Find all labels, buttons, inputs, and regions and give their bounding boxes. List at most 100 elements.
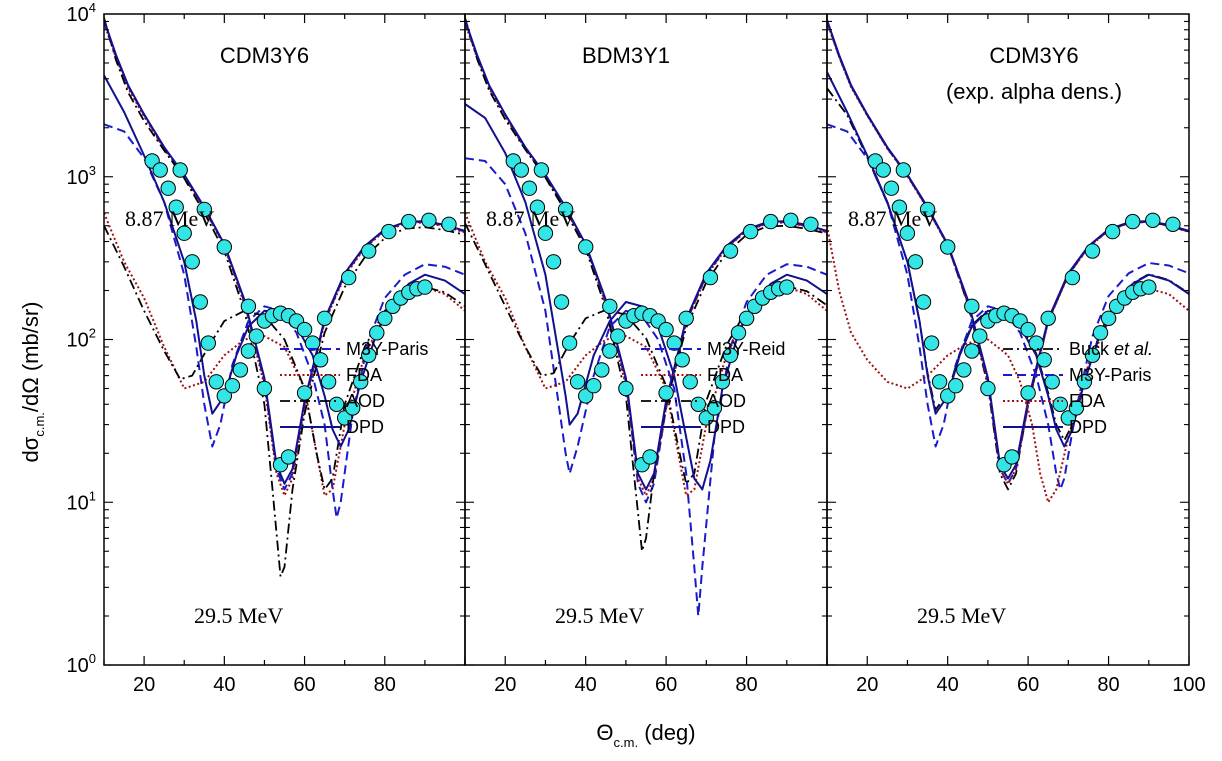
legend-label: M3Y-Reid (707, 339, 785, 359)
panel-subtitle: (exp. alpha dens.) (946, 79, 1122, 104)
energy-label-8-87: 8.87 MeV (486, 206, 575, 231)
data-point-29-5 (1084, 347, 1101, 363)
legend-label: M3Y-Paris (1069, 365, 1151, 385)
data-point-29-5 (345, 400, 361, 416)
curve-dpd-29-5-mev (827, 71, 1189, 448)
data-point-29-5 (891, 199, 908, 215)
data-point-8-87 (964, 298, 980, 314)
data-point-8-87 (256, 380, 273, 397)
data-point-8-87 (1020, 385, 1036, 401)
data-point-8-87 (316, 310, 333, 326)
data-point-29-5 (875, 162, 891, 178)
curve-m3y-reid-8-87-mev (465, 21, 827, 504)
data-point-29-5 (304, 335, 321, 351)
data-point-8-87 (1040, 310, 1056, 326)
x-tick-label: 40 (575, 674, 597, 696)
data-point-8-87 (702, 269, 719, 286)
data-point-29-5 (1100, 310, 1117, 326)
data-point-29-5 (730, 325, 747, 341)
data-point-29-5 (232, 362, 249, 378)
panel-3-points (867, 153, 1181, 473)
x-tick-label: 80 (1097, 674, 1119, 696)
data-point-29-5 (328, 396, 345, 412)
data-point-29-5 (529, 199, 546, 215)
data-point-29-5 (184, 254, 200, 270)
data-point-8-87 (803, 216, 819, 233)
data-point-29-5 (907, 254, 924, 270)
x-axis-label-rest: (deg) (638, 720, 695, 745)
panel-title: BDM3Y1 (582, 43, 670, 68)
panel-title: CDM3Y6 (989, 43, 1078, 68)
x-axis-label-sub: c.m. (614, 735, 639, 750)
x-tick-label: 60 (655, 674, 677, 696)
data-point-29-5 (666, 335, 682, 351)
legend-label: AOD (707, 391, 746, 411)
data-point-29-5 (377, 310, 393, 326)
data-point-8-87 (678, 310, 694, 326)
data-point-29-5 (417, 279, 433, 295)
data-point-8-87 (196, 201, 213, 218)
legend-label: FDA (707, 365, 743, 385)
data-point-8-87 (172, 162, 188, 178)
data-point-29-5 (883, 180, 900, 196)
x-tick-label: 40 (937, 674, 959, 696)
panels: 20 40 60 80 100 101 102 103 104 CDM3Y6 8.87 MeV 29.… (67, 0, 1206, 696)
data-point-8-87 (1125, 213, 1141, 230)
legend-label: DPD (346, 417, 384, 437)
data-point-8-87 (1104, 223, 1121, 240)
data-point-29-5 (369, 325, 385, 341)
data-point-29-5 (706, 400, 723, 416)
y-axis-label-sub: c.m. (32, 412, 47, 437)
data-point-8-87 (895, 162, 912, 178)
data-point-29-5 (931, 374, 948, 390)
data-point-29-5 (714, 374, 731, 390)
curve-aod-8-87-mev (465, 17, 827, 553)
data-point-8-87 (1145, 212, 1161, 229)
energy-label-29-5: 29.5 MeV (917, 603, 1006, 628)
curve-fda-8-87-mev (465, 22, 827, 497)
curve-fda-29-5-mev (827, 225, 1189, 504)
data-point-29-5 (1028, 335, 1044, 351)
x-tick-label: 40 (213, 674, 235, 696)
data-point-29-5 (168, 199, 184, 215)
data-point-29-5 (698, 410, 714, 426)
data-point-8-87 (421, 212, 437, 229)
y-tick-label: 100 (67, 651, 96, 677)
data-point-8-87 (722, 243, 739, 259)
x-tick-label: 20 (133, 674, 155, 696)
data-point-29-5 (948, 378, 964, 394)
data-point-29-5 (545, 254, 562, 270)
data-point-29-5 (738, 310, 755, 326)
data-point-8-87 (618, 380, 634, 397)
data-point-29-5 (176, 225, 192, 241)
y-tick-label: 103 (67, 163, 96, 189)
data-point-29-5 (956, 362, 972, 378)
legend: M3Y-Paris FDA AOD DPD (280, 339, 428, 437)
data-point-29-5 (722, 347, 739, 363)
data-point-8-87 (980, 380, 996, 397)
legend: Buck et al. M3Y-Paris FDA DPD (1003, 339, 1153, 437)
data-point-29-5 (353, 374, 369, 390)
data-point-29-5 (586, 378, 602, 394)
data-point-29-5 (940, 388, 956, 404)
data-point-29-5 (208, 374, 225, 390)
data-point-29-5 (296, 321, 313, 338)
data-point-29-5 (1044, 374, 1060, 390)
data-point-29-5 (513, 162, 529, 178)
curve-dpd-8-87-mev (104, 19, 465, 485)
panel-2: 20 40 60 80 BDM3Y1 8.87 MeV 29.5 MeV M3Y-Reid FD… (464, 13, 828, 696)
data-point-8-87 (1064, 269, 1081, 286)
data-point-29-5 (779, 279, 795, 295)
x-tick-label: 80 (735, 674, 757, 696)
x-tick-label: 100 (1172, 674, 1205, 696)
data-point-29-5 (682, 374, 698, 390)
panel-1: 20 40 60 80 100 101 102 103 104 CDM3Y6 8.87 MeV 29.… (67, 0, 466, 696)
data-point-8-87 (361, 243, 377, 259)
data-point-8-87 (602, 298, 618, 314)
x-axis-label-main: Θ (596, 720, 613, 745)
legend: M3Y-Reid FDA AOD DPD (641, 339, 785, 437)
data-point-8-87 (441, 216, 457, 233)
curve-aod-29-5-mev (465, 222, 827, 485)
data-point-8-87 (919, 201, 936, 218)
